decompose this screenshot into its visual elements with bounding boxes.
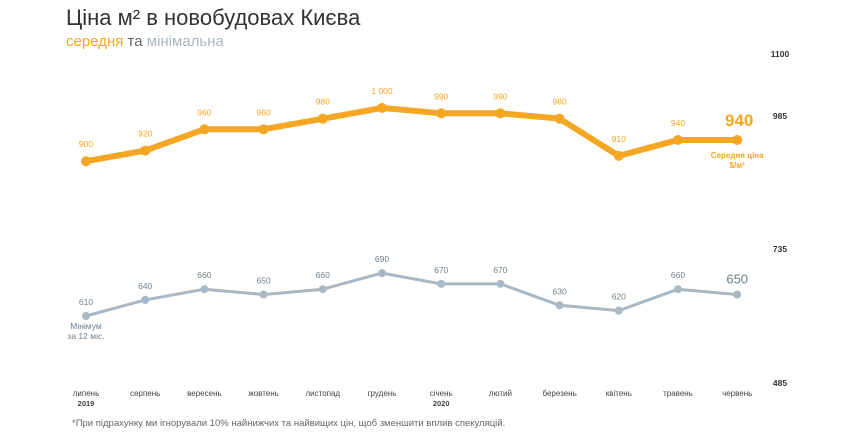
x-tick-label: вересень [187,389,222,398]
data-label-average: 920 [138,129,152,139]
x-tick-label: серпень [130,389,160,398]
data-label-average: 940 [671,118,685,128]
x-tick-label: січень [430,389,453,398]
data-label-minimum-last: 650 [726,272,748,287]
data-point-average [495,108,506,119]
x-year-label: 2019 [78,399,95,408]
data-label-average-last: 940 [725,111,753,130]
x-year-label: 2020 [433,399,450,408]
x-tick-label: квітень [606,389,632,398]
data-label-average: 900 [79,139,93,149]
data-label-average: 980 [316,97,330,107]
subtitle-minimum: мінімальна [146,33,224,50]
data-point-average [377,102,387,113]
data-label-minimum: 690 [375,254,389,264]
data-point-minimum [200,285,209,294]
data-point-average [317,113,328,124]
data-point-minimum [733,290,742,299]
subtitle-average: середня [66,33,124,50]
data-label-average: 980 [553,97,567,107]
y-tick-label: 985 [773,111,787,121]
data-point-minimum [378,269,386,278]
data-point-average [258,124,269,135]
data-point-average [673,134,683,145]
x-tick-label: березень [542,389,576,398]
data-label-average: 990 [493,91,507,101]
data-label-average: 960 [257,107,271,117]
data-point-minimum [437,279,446,288]
data-point-minimum [141,295,150,304]
data-point-average [199,124,210,135]
data-label-minimum: 660 [316,270,330,280]
x-tick-label: жовтень [248,389,278,398]
series-label-minimum: за 12 міс. [67,331,104,341]
series-label-average: Середня ціна [711,151,764,160]
data-label-minimum: 660 [671,270,685,280]
x-tick-label: лютий [489,389,512,398]
data-point-average [554,113,565,124]
data-point-minimum [82,312,90,320]
data-point-minimum [259,290,268,299]
data-label-minimum: 650 [257,276,271,286]
data-label-minimum: 610 [79,297,93,307]
data-point-minimum [555,301,564,310]
series-label-average: $/м² [730,161,746,170]
series-line-minimum [84,271,739,318]
data-label-minimum: 670 [434,265,448,275]
data-point-average [436,108,447,119]
data-label-average: 990 [434,91,448,101]
data-label-minimum: 630 [553,286,567,296]
x-tick-label: листопад [305,389,340,398]
data-label-minimum: 640 [138,281,152,291]
data-label-minimum: 670 [493,265,507,275]
data-label-average: 910 [612,134,626,144]
series-line-average [83,104,741,165]
data-label-average: 1 000 [371,86,393,96]
data-label-minimum: 620 [612,292,626,302]
x-tick-label: травень [663,389,693,398]
data-point-average [732,134,743,145]
data-point-minimum [318,285,327,294]
x-tick-label: червень [722,389,752,398]
data-point-average [613,150,624,161]
data-point-average [81,156,91,167]
x-tick-label: липень [73,389,100,398]
subtitle-and: та [127,33,143,50]
series-label-minimum: Мінімум [70,321,102,331]
x-tick-label: грудень [368,389,397,398]
y-tick-label: 735 [773,244,787,254]
y-tick-label: 485 [773,378,787,388]
data-label-average: 960 [197,107,211,117]
data-point-average [140,145,151,156]
data-point-minimum [496,279,505,288]
chart-subtitle: середня та мінімальна [66,33,224,50]
y-tick-label: 1100 [771,49,790,59]
footnote: *При підрахунку ми ігнорували 10% найниж… [72,418,506,429]
data-label-minimum: 660 [197,270,211,280]
data-point-minimum [674,285,682,294]
chart-title: Ціна м² в новобудовах Києва [66,5,361,30]
data-point-minimum [614,306,623,315]
